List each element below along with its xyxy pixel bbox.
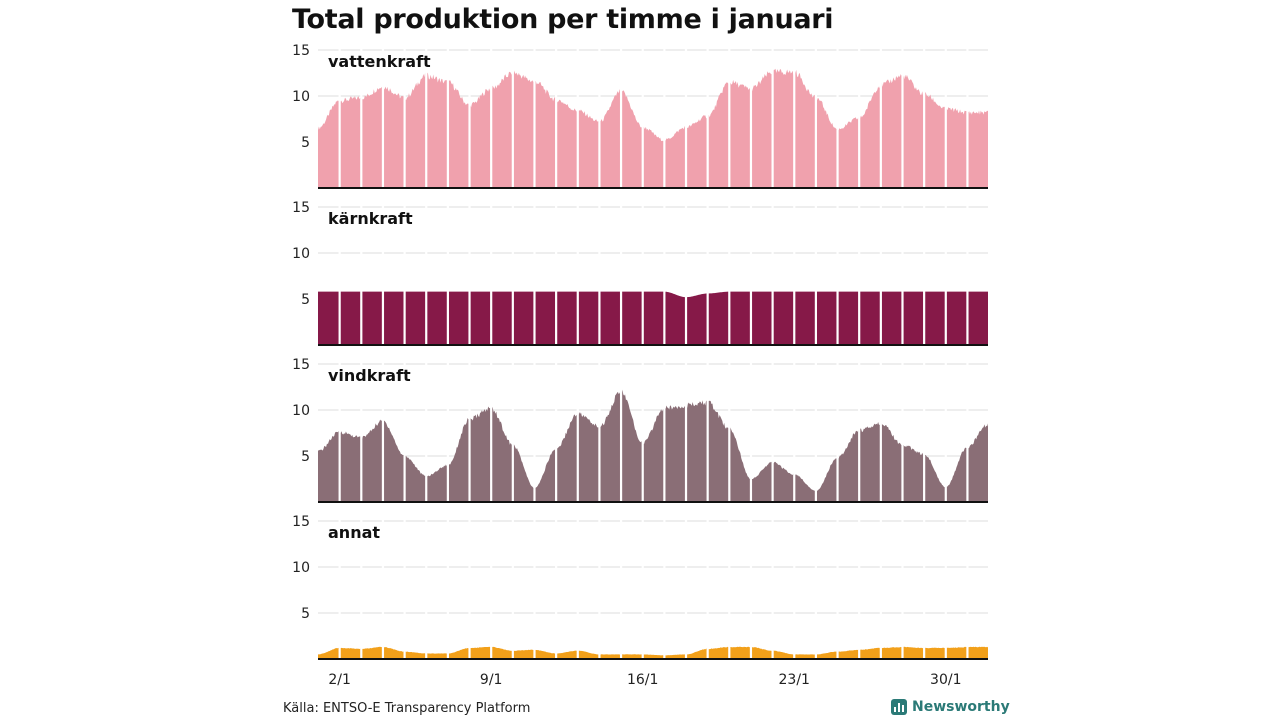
area-annat: [318, 646, 988, 659]
y-tick-label: 15: [292, 357, 310, 373]
panel-label-vattenkraft: vattenkraft: [328, 52, 431, 71]
area-kärnkraft: [318, 291, 988, 345]
source-note: Källa: ENTSO-E Transparency Platform: [283, 701, 531, 716]
y-tick-label: 15: [292, 200, 310, 216]
bar-chart-icon: [891, 699, 907, 715]
y-tick-label: 5: [301, 449, 310, 465]
y-tick-label: 10: [292, 560, 310, 576]
y-tick-label: 15: [292, 43, 310, 59]
x-tick-label: 9/1: [480, 672, 503, 688]
y-tick-label: 15: [292, 514, 310, 530]
x-tick-label: 2/1: [328, 672, 351, 688]
chart-title: Total produktion per timme i januari: [292, 4, 834, 35]
y-tick-label: 5: [301, 606, 310, 622]
x-tick-label: 30/1: [930, 672, 961, 688]
panel-label-vindkraft: vindkraft: [328, 366, 411, 385]
brand-logo: Newsworthy: [891, 699, 1010, 715]
y-tick-label: 10: [292, 89, 310, 105]
x-tick-label: 16/1: [627, 672, 658, 688]
panel-label-annat: annat: [328, 523, 380, 542]
y-tick-label: 10: [292, 403, 310, 419]
area-vindkraft: [318, 389, 988, 502]
brand-name: Newsworthy: [912, 699, 1010, 715]
area-vattenkraft: [318, 68, 988, 188]
y-tick-label: 5: [301, 135, 310, 151]
y-tick-label: 10: [292, 246, 310, 262]
y-tick-label: 5: [301, 292, 310, 308]
panel-label-kärnkraft: kärnkraft: [328, 209, 413, 228]
x-tick-label: 23/1: [779, 672, 810, 688]
